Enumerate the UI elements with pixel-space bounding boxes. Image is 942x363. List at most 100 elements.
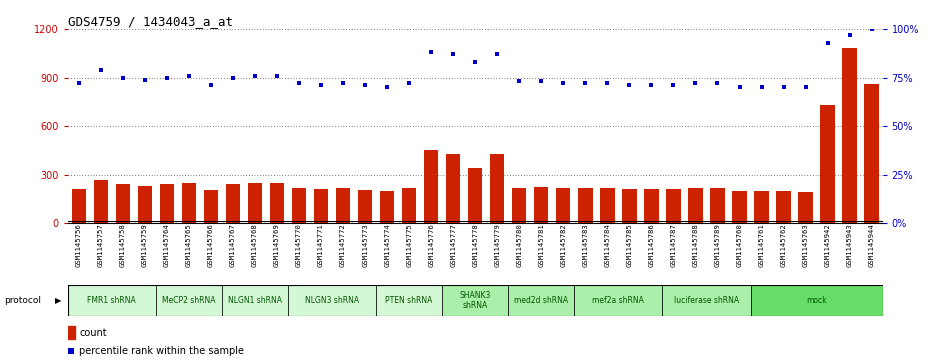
Text: luciferase shRNA: luciferase shRNA: [674, 296, 739, 305]
Bar: [288, 285, 376, 316]
Bar: [666, 189, 681, 223]
Text: GSM1145767: GSM1145767: [230, 223, 236, 267]
Bar: [732, 191, 747, 223]
Text: GSM1145760: GSM1145760: [737, 223, 742, 267]
Text: GSM1145779: GSM1145779: [495, 223, 500, 267]
Bar: [380, 191, 395, 223]
Bar: [751, 285, 883, 316]
Bar: [468, 168, 482, 223]
Bar: [314, 189, 328, 223]
Text: NLGN1 shRNA: NLGN1 shRNA: [228, 296, 282, 305]
Text: protocol: protocol: [4, 296, 41, 305]
Text: GSM1145783: GSM1145783: [582, 223, 589, 267]
Text: GSM1145758: GSM1145758: [120, 223, 126, 267]
Bar: [203, 190, 219, 223]
Text: GSM1145757: GSM1145757: [98, 223, 104, 267]
Bar: [623, 189, 637, 223]
Bar: [182, 183, 196, 223]
Text: SHANK3
shRNA: SHANK3 shRNA: [460, 291, 491, 310]
Bar: [93, 180, 108, 223]
Bar: [490, 154, 504, 223]
Bar: [156, 285, 222, 316]
Bar: [820, 105, 835, 223]
Text: ▶: ▶: [55, 296, 61, 305]
Bar: [512, 188, 527, 223]
Bar: [662, 285, 751, 316]
Text: GSM1145780: GSM1145780: [516, 223, 522, 267]
Bar: [68, 326, 74, 339]
Text: med2d shRNA: med2d shRNA: [514, 296, 568, 305]
Bar: [710, 188, 724, 223]
Bar: [336, 188, 350, 223]
Text: GSM1145785: GSM1145785: [626, 223, 632, 267]
Text: NLGN3 shRNA: NLGN3 shRNA: [305, 296, 359, 305]
Text: GSM1145778: GSM1145778: [472, 223, 479, 267]
Text: GSM1145762: GSM1145762: [781, 223, 787, 267]
Text: GDS4759 / 1434043_a_at: GDS4759 / 1434043_a_at: [68, 15, 233, 28]
Text: mock: mock: [806, 296, 827, 305]
Text: GSM1145777: GSM1145777: [450, 223, 456, 267]
Text: GSM1145766: GSM1145766: [208, 223, 214, 267]
Bar: [226, 184, 240, 223]
Text: GSM1145772: GSM1145772: [340, 223, 346, 267]
Text: GSM1145771: GSM1145771: [318, 223, 324, 267]
Text: GSM1145764: GSM1145764: [164, 223, 170, 267]
Bar: [644, 189, 658, 223]
Bar: [292, 188, 306, 223]
Text: PTEN shRNA: PTEN shRNA: [385, 296, 433, 305]
Text: GSM1145765: GSM1145765: [186, 223, 192, 267]
Text: GSM1145768: GSM1145768: [252, 223, 258, 267]
Bar: [865, 84, 879, 223]
Bar: [138, 186, 152, 223]
Bar: [402, 188, 416, 223]
Bar: [799, 192, 813, 223]
Text: GSM1145773: GSM1145773: [362, 223, 368, 267]
Bar: [376, 285, 442, 316]
Text: GSM1145782: GSM1145782: [560, 223, 566, 267]
Text: GSM1145942: GSM1145942: [824, 223, 831, 267]
Text: count: count: [79, 327, 106, 338]
Text: GSM1145786: GSM1145786: [648, 223, 655, 267]
Text: GSM1145776: GSM1145776: [429, 223, 434, 267]
Bar: [842, 48, 857, 223]
Text: GSM1145775: GSM1145775: [406, 223, 413, 267]
Bar: [776, 191, 790, 223]
Bar: [269, 183, 284, 223]
Text: GSM1145943: GSM1145943: [847, 223, 853, 267]
Text: GSM1145756: GSM1145756: [76, 223, 82, 267]
Bar: [575, 285, 662, 316]
Text: GSM1145761: GSM1145761: [758, 223, 765, 267]
Bar: [72, 189, 86, 223]
Text: GSM1145759: GSM1145759: [142, 223, 148, 267]
Text: GSM1145788: GSM1145788: [692, 223, 698, 267]
Text: GSM1145781: GSM1145781: [538, 223, 544, 267]
Text: GSM1145774: GSM1145774: [384, 223, 390, 267]
Text: GSM1145770: GSM1145770: [296, 223, 302, 267]
Bar: [578, 188, 593, 223]
Text: GSM1145787: GSM1145787: [671, 223, 676, 267]
Bar: [534, 187, 548, 223]
Text: GSM1145763: GSM1145763: [803, 223, 808, 267]
Bar: [116, 184, 130, 223]
Bar: [509, 285, 575, 316]
Bar: [689, 188, 703, 223]
Text: GSM1145944: GSM1145944: [869, 223, 874, 267]
Bar: [222, 285, 288, 316]
Bar: [755, 191, 769, 223]
Bar: [556, 188, 571, 223]
Text: FMR1 shRNA: FMR1 shRNA: [88, 296, 137, 305]
Bar: [447, 154, 461, 223]
Bar: [248, 183, 262, 223]
Bar: [600, 188, 614, 223]
Text: GSM1145769: GSM1145769: [274, 223, 280, 267]
Bar: [358, 190, 372, 223]
Text: GSM1145784: GSM1145784: [605, 223, 610, 267]
Bar: [160, 184, 174, 223]
Text: percentile rank within the sample: percentile rank within the sample: [79, 346, 244, 356]
Bar: [68, 285, 156, 316]
Text: GSM1145789: GSM1145789: [714, 223, 721, 267]
Bar: [442, 285, 509, 316]
Bar: [424, 150, 438, 223]
Text: MeCP2 shRNA: MeCP2 shRNA: [162, 296, 216, 305]
Text: mef2a shRNA: mef2a shRNA: [593, 296, 644, 305]
